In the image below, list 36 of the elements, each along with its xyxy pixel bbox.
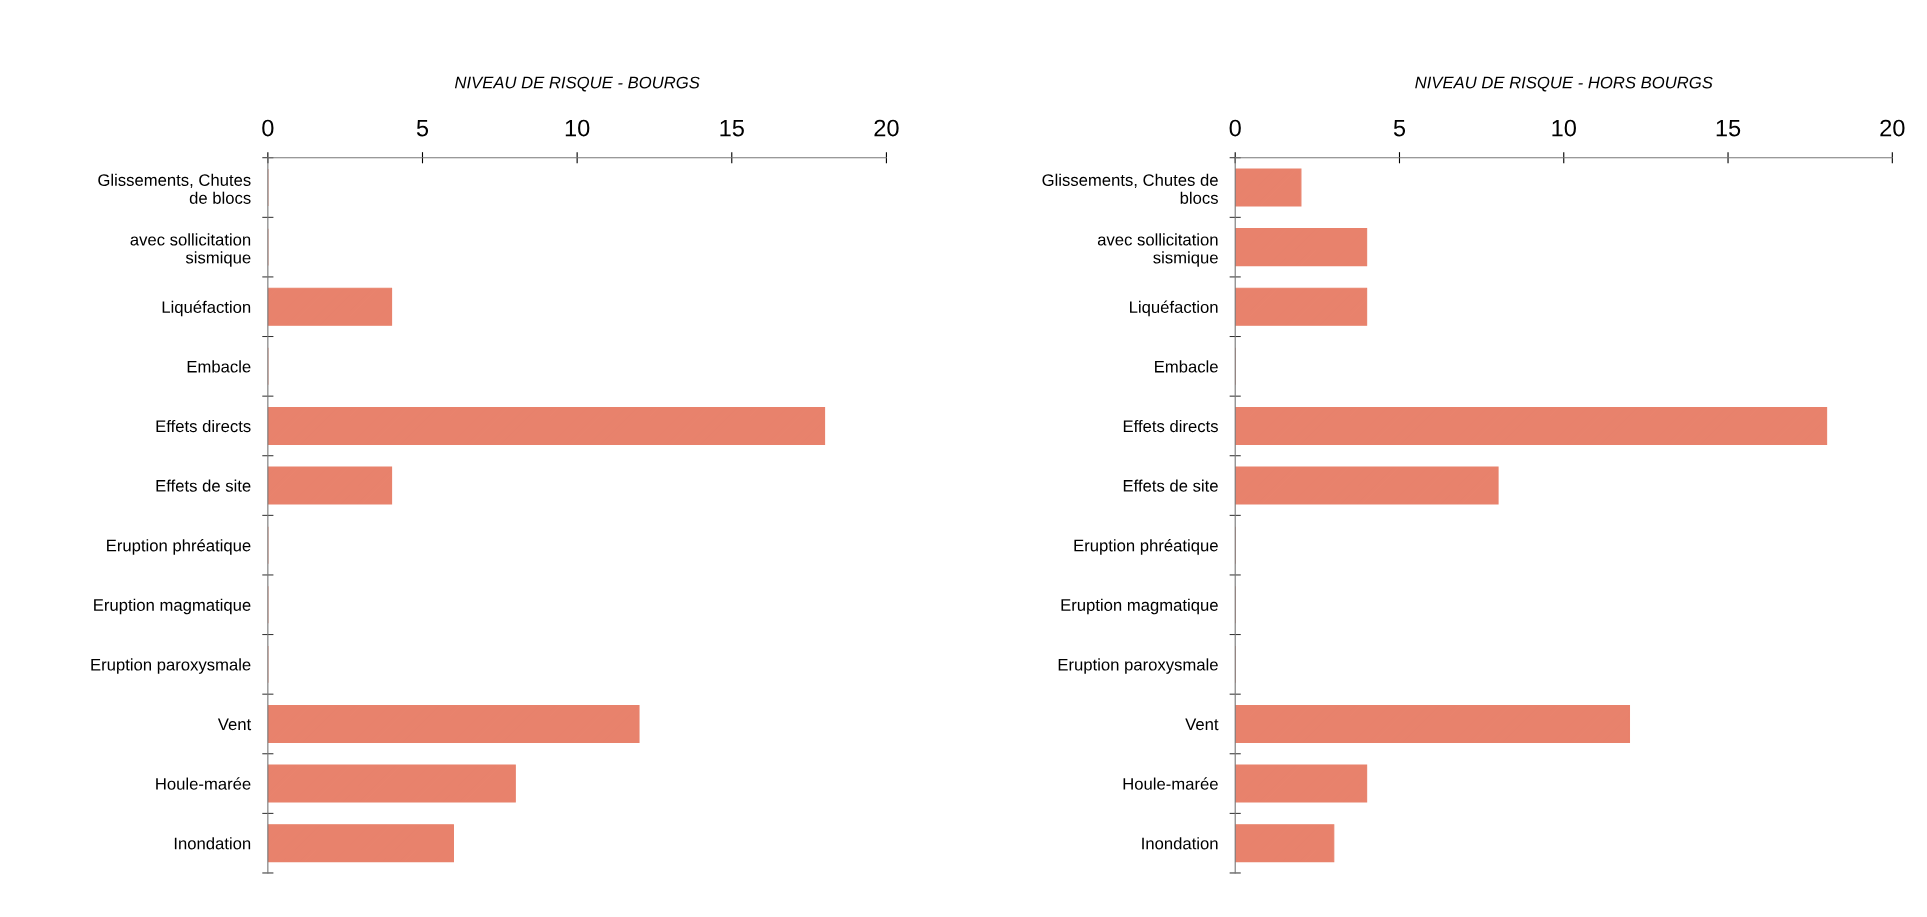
- y-tick-label: Liquéfaction: [1130, 300, 1218, 317]
- y-tick-label: Eruption magmatique: [1061, 598, 1218, 615]
- y-tick-label: Embacle: [187, 360, 251, 373]
- chart-title: NIVEAU DE RISQUE - BOURGS: [454, 76, 700, 92]
- x-tick-label: 5: [416, 119, 429, 137]
- y-tick-label: Inondation: [174, 837, 251, 850]
- y-tick-label: Eruption phréatique: [107, 539, 251, 555]
- y-tick-label: Effets directs: [156, 419, 251, 433]
- x-tick-label: 20: [874, 119, 899, 137]
- y-tick-label: Glissements, Chutes de blocs: [1042, 173, 1218, 204]
- x-tick-label: 15: [1716, 119, 1741, 137]
- x-tick-label: 15: [720, 119, 744, 137]
- x-tick-label: 10: [1552, 119, 1576, 137]
- chart-title: NIVEAU DE RISQUE - HORS BOURGS: [1415, 76, 1713, 92]
- y-tick-label: Inondation: [1142, 837, 1218, 850]
- y-tick-label: Liquéfaction: [162, 300, 251, 317]
- x-tick-label: 20: [1880, 119, 1905, 137]
- y-tick-label: Embacle: [1155, 360, 1218, 373]
- y-tick-label: Effets de site: [1123, 479, 1218, 492]
- y-tick-label: Eruption paroxysmale: [1058, 658, 1218, 674]
- y-tick-label: Vent: [217, 718, 252, 731]
- y-tick-label: Eruption phréatique: [1074, 539, 1218, 555]
- x-tick-label: 0: [1229, 119, 1241, 137]
- y-tick-label: Glissements, Chutes de blocs: [98, 173, 251, 204]
- y-tick-label: avec sollicitation sismique: [130, 233, 251, 267]
- y-tick-label: Vent: [1185, 718, 1219, 731]
- y-tick-label: Eruption paroxysmale: [91, 658, 251, 674]
- y-tick-label: Effets de site: [156, 479, 251, 492]
- y-tick-label: Effets directs: [1123, 419, 1218, 433]
- y-tick-label: Houle-marée: [156, 777, 251, 790]
- y-tick-label: avec sollicitation sismique: [1097, 233, 1218, 267]
- y-tick-label: Eruption magmatique: [94, 598, 251, 615]
- x-tick-label: 5: [1393, 119, 1406, 137]
- x-tick-label: 0: [262, 119, 274, 137]
- x-tick-label: 10: [565, 119, 590, 137]
- y-tick-label: Houle-marée: [1123, 777, 1218, 790]
